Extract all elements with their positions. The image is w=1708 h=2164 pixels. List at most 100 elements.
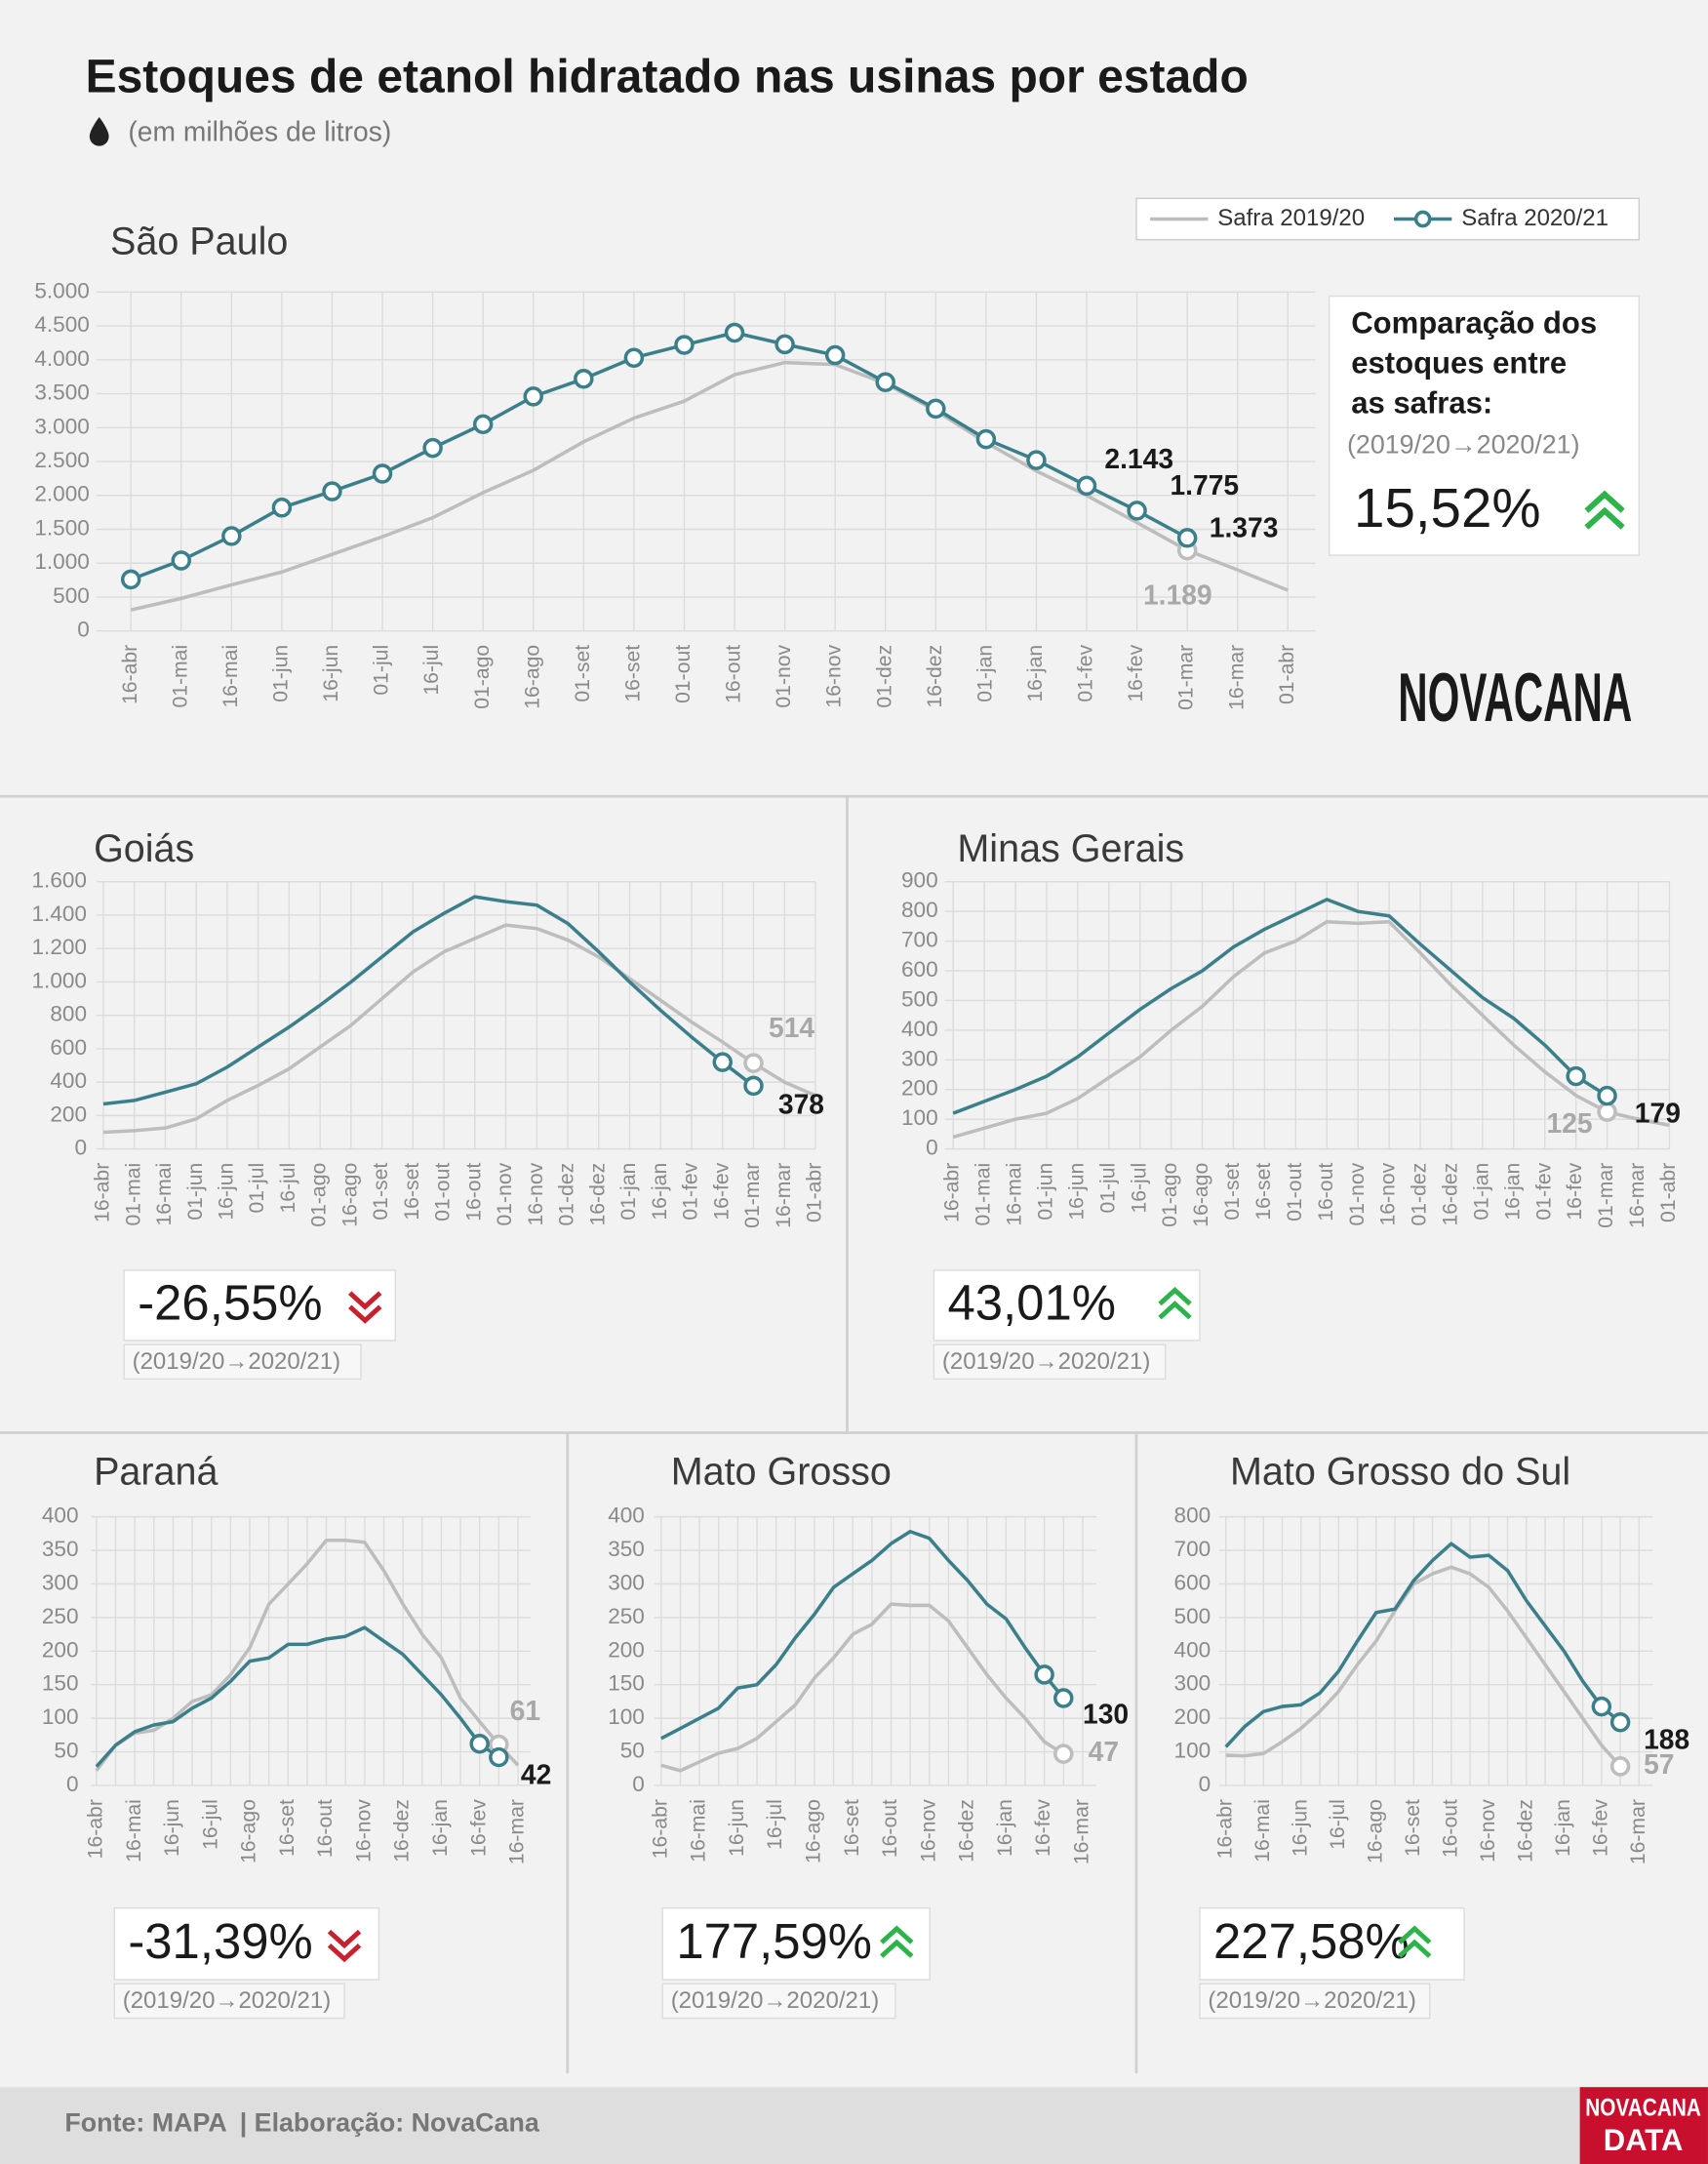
y-tick-label: 200 bbox=[608, 1637, 645, 1662]
trend-arrow bbox=[1397, 1939, 1432, 1958]
x-tick-label: 16-dez bbox=[1514, 1799, 1536, 1863]
point-marker bbox=[1076, 475, 1097, 497]
point-marker bbox=[221, 526, 242, 546]
x-tick-label: 16-out bbox=[723, 645, 745, 703]
point-marker bbox=[372, 463, 393, 484]
y-tick-label: 0 bbox=[77, 618, 90, 642]
x-tick-label: 16-jan bbox=[994, 1799, 1016, 1857]
line-series bbox=[660, 1602, 1065, 1773]
x-tick-label: 16-fev bbox=[1564, 1162, 1586, 1220]
comparison-heading: estoques entre bbox=[1351, 345, 1567, 380]
y-tick-label: 400 bbox=[608, 1503, 645, 1528]
trend-arrow bbox=[1584, 506, 1625, 530]
x-tick-label: 16-mar bbox=[1627, 1799, 1649, 1864]
y-tick-label: 400 bbox=[42, 1503, 79, 1528]
y-tick-label: 700 bbox=[901, 928, 938, 952]
x-tick-label: 01-jan bbox=[617, 1163, 640, 1221]
x-tick-label: 16-abr bbox=[84, 1799, 106, 1859]
x-tick-label: 01-jan bbox=[1470, 1163, 1492, 1221]
y-tick-label: 3.500 bbox=[34, 381, 90, 405]
y-tick-label: 200 bbox=[50, 1102, 87, 1126]
period-box bbox=[1199, 1983, 1431, 2020]
y-tick-label: 0 bbox=[632, 1772, 645, 1796]
x-tick-label: 16-jul bbox=[1128, 1163, 1150, 1214]
x-tick-label: 16-mai bbox=[153, 1163, 176, 1226]
x-tick-label: 16-jan bbox=[649, 1163, 671, 1221]
chart-title: Goiás bbox=[94, 827, 194, 870]
line-series bbox=[952, 898, 1609, 1115]
comparison-value: 227,58% bbox=[1213, 1913, 1410, 1969]
y-tick-label: 150 bbox=[42, 1671, 79, 1696]
comparison-value: 15,52% bbox=[1354, 477, 1541, 539]
point-marker bbox=[1053, 1743, 1074, 1764]
x-tick-label: 01-ago bbox=[308, 1163, 331, 1227]
data-label: 188 bbox=[1644, 1723, 1689, 1754]
x-tick-label: 01-out bbox=[1284, 1163, 1306, 1222]
comparison-period: (2019/20→2020/21) bbox=[1347, 430, 1580, 460]
y-tick-label: 1.500 bbox=[34, 515, 90, 540]
point-marker bbox=[1609, 1712, 1631, 1733]
comparison-period: (2019/20→2020/21) bbox=[123, 1987, 332, 2014]
x-tick-label: 16-dez bbox=[391, 1799, 414, 1863]
y-tick-label: 50 bbox=[620, 1739, 645, 1763]
drop-icon bbox=[89, 117, 109, 146]
point-marker bbox=[1026, 450, 1047, 470]
y-tick-label: 2.000 bbox=[34, 482, 90, 506]
chart-title: Minas Gerais bbox=[957, 827, 1184, 870]
point-marker bbox=[574, 369, 594, 389]
trend-arrow bbox=[1158, 1301, 1192, 1320]
point-marker bbox=[775, 334, 795, 355]
data-label: 1.775 bbox=[1170, 469, 1239, 501]
point-marker bbox=[489, 1746, 509, 1768]
y-tick-label: 300 bbox=[901, 1046, 938, 1070]
x-tick-label: 16-out bbox=[879, 1799, 901, 1858]
data-label: 514 bbox=[769, 1012, 814, 1043]
x-tick-label: 16-out bbox=[1439, 1799, 1461, 1858]
data-label: 2.143 bbox=[1104, 443, 1173, 474]
comparison-box bbox=[113, 1906, 380, 1981]
y-tick-label: 100 bbox=[608, 1704, 645, 1729]
x-tick-label: 16-jan bbox=[1501, 1163, 1524, 1221]
y-tick-label: 5.000 bbox=[34, 278, 90, 302]
point-marker bbox=[674, 335, 695, 355]
footer-logo: DATA bbox=[1604, 2123, 1684, 2157]
trend-arrow bbox=[348, 1304, 382, 1324]
trend-arrow bbox=[348, 1291, 382, 1310]
x-tick-label: 16-nov bbox=[917, 1799, 939, 1863]
x-tick-label: 16-out bbox=[314, 1799, 337, 1858]
x-tick-label: 01-fev bbox=[1532, 1162, 1555, 1220]
y-tick-label: 800 bbox=[901, 898, 938, 922]
footer-logo-box bbox=[1579, 2087, 1708, 2164]
x-tick-label: 01-set bbox=[370, 1163, 392, 1221]
point-marker bbox=[1034, 1664, 1054, 1685]
y-tick-label: 600 bbox=[1174, 1570, 1211, 1594]
data-label: 61 bbox=[510, 1695, 540, 1726]
comparison-value: -26,55% bbox=[138, 1275, 322, 1331]
trend-arrow bbox=[1397, 1925, 1432, 1944]
x-tick-label: 16-mar bbox=[1626, 1163, 1648, 1228]
x-tick-label: 16-set bbox=[621, 645, 644, 702]
x-tick-label: 16-set bbox=[1252, 1163, 1275, 1221]
chart-title: Mato Grosso do Sul bbox=[1230, 1450, 1570, 1493]
point-marker bbox=[1591, 1696, 1612, 1717]
point-marker bbox=[824, 344, 846, 366]
data-label: 47 bbox=[1089, 1736, 1119, 1767]
x-tick-label: 01-jul bbox=[371, 645, 393, 696]
trend-arrow bbox=[1584, 490, 1625, 513]
x-tick-label: 01-jun bbox=[1035, 1163, 1057, 1221]
comparison-box bbox=[123, 1269, 397, 1342]
y-tick-label: 0 bbox=[74, 1136, 87, 1160]
comparison-value: -31,39% bbox=[128, 1913, 312, 1969]
point-marker bbox=[875, 372, 895, 392]
x-tick-label: 01-nov bbox=[1346, 1162, 1369, 1225]
y-tick-label: 0 bbox=[926, 1136, 938, 1160]
comparison-value: 177,59% bbox=[676, 1913, 872, 1969]
x-tick-label: 16-jul bbox=[1327, 1799, 1349, 1850]
x-tick-label: 16-jul bbox=[764, 1799, 786, 1850]
x-tick-label: 01-dez bbox=[1409, 1163, 1431, 1226]
period-box bbox=[113, 1983, 345, 2020]
y-tick-label: 800 bbox=[50, 1002, 87, 1026]
x-tick-label: 16-jul bbox=[277, 1163, 299, 1214]
period-box bbox=[661, 1983, 896, 2020]
y-tick-label: 250 bbox=[608, 1604, 645, 1628]
